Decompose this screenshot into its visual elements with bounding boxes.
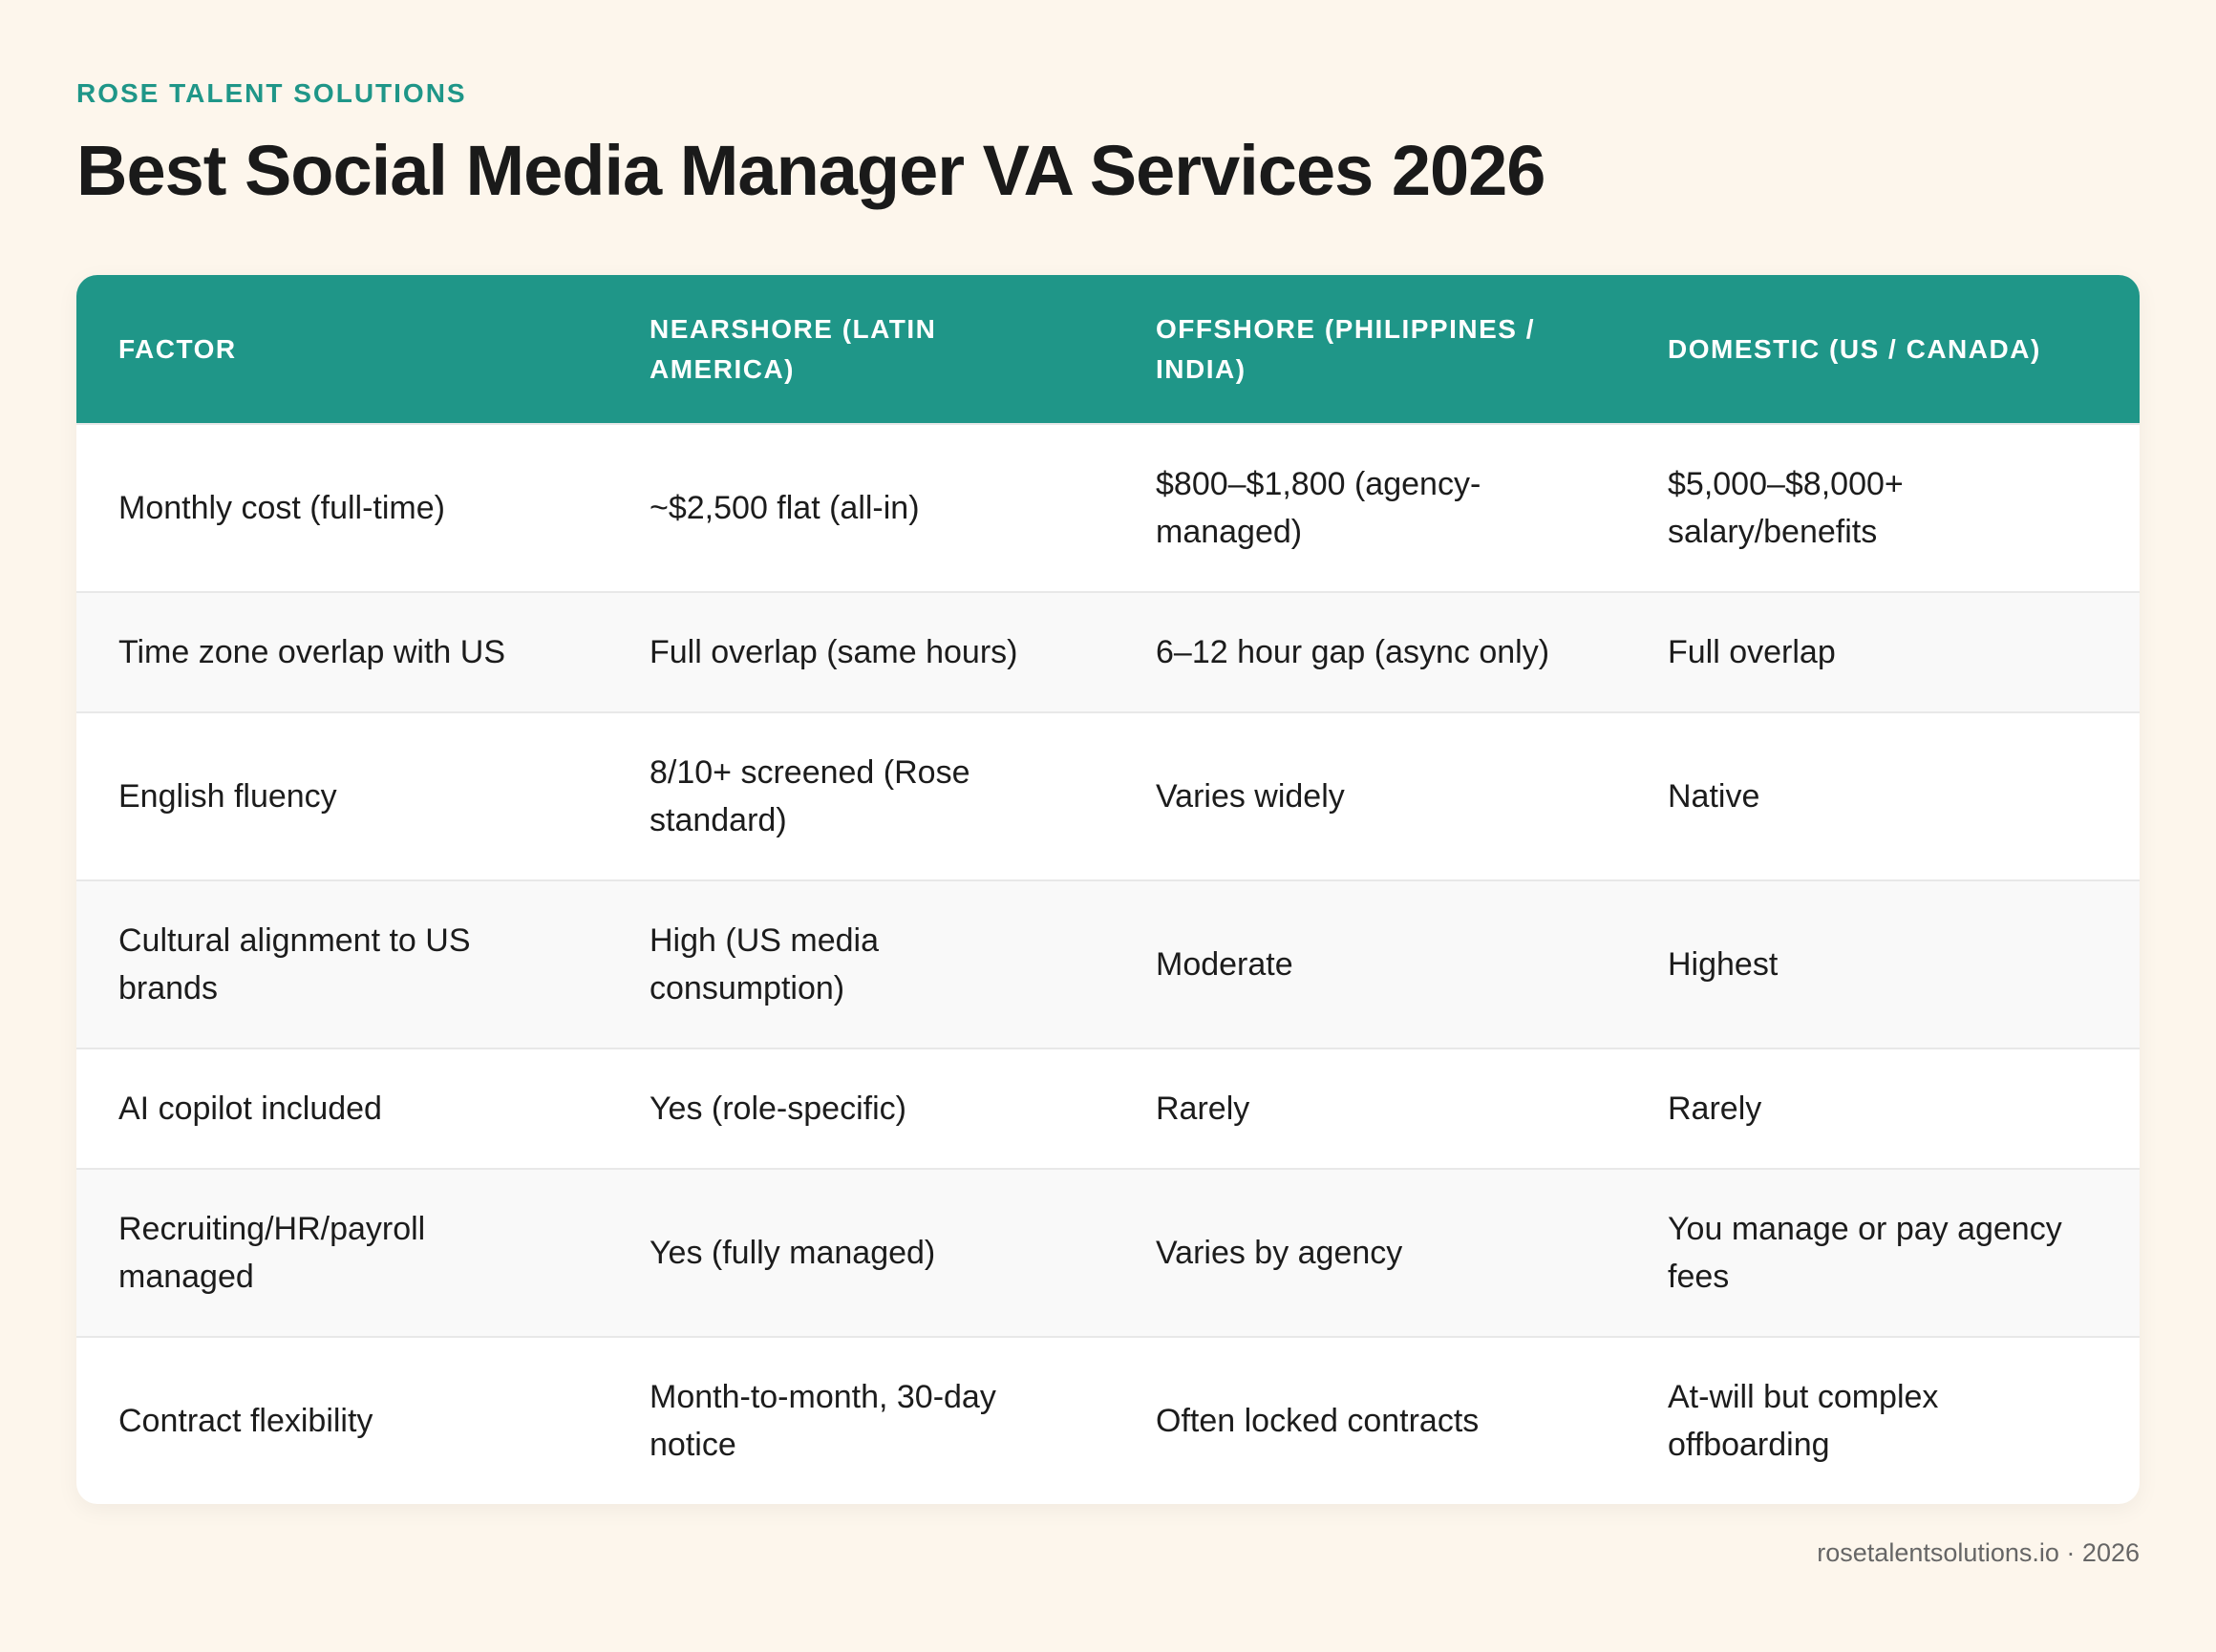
column-header: FACTOR [76,275,607,424]
table-row: AI copilot included Yes (role-specific) Ra… [76,1048,2140,1169]
factor-cell: Time zone overlap with US [76,591,607,712]
footer: rosetalentsolutions.io · 2026 [1817,1538,2140,1567]
table-row: Monthly cost (full-time) ~$2,500 flat (al… [76,423,2140,592]
table-cell: 8/10+ screened (Rose standard) [607,711,1114,880]
table-card: FACTOR NEARSHORE (LATIN AMERICA) OFFSHORE … [76,275,2140,1504]
table-cell: High (US media consumption) [607,879,1114,1048]
table-cell: $800–$1,800 (agency-managed) [1114,423,1626,592]
column-header: DOMESTIC (US / CANADA) [1626,275,2140,424]
table-cell: Yes (role-specific) [607,1048,1114,1169]
table-cell: ~$2,500 flat (all-in) [607,423,1114,592]
table-cell: $5,000–$8,000+ salary/benefits [1626,423,2140,592]
table-row: Contract flexibility Month-to-month, 30-d… [76,1336,2140,1504]
factor-cell: Cultural alignment to US brands [76,879,607,1048]
table-cell: Native [1626,711,2140,880]
table-body: Monthly cost (full-time) ~$2,500 flat (al… [76,423,2140,1504]
table-cell: You manage or pay agency fees [1626,1168,2140,1337]
page-title: Best Social Media Manager VA Services 20… [76,131,1545,210]
factor-cell: Contract flexibility [76,1336,607,1504]
table-head: FACTOR NEARSHORE (LATIN AMERICA) OFFSHORE … [76,275,2140,424]
table-row: English fluency 8/10+ screened (Rose stan… [76,711,2140,880]
table-row: Time zone overlap with US Full overlap (s… [76,591,2140,712]
table-cell: At-will but complex offboarding [1626,1336,2140,1504]
table-row: Recruiting/HR/payroll managed Yes (fully … [76,1168,2140,1337]
table-cell: Often locked contracts [1114,1336,1626,1504]
table-cell: Month-to-month, 30-day notice [607,1336,1114,1504]
factor-cell: English fluency [76,711,607,880]
table-cell: 6–12 hour gap (async only) [1114,591,1626,712]
table-cell: Full overlap [1626,591,2140,712]
factor-cell: Recruiting/HR/payroll managed [76,1168,607,1337]
table-cell: Full overlap (same hours) [607,591,1114,712]
header-row: FACTOR NEARSHORE (LATIN AMERICA) OFFSHORE … [76,275,2140,424]
table-cell: Rarely [1626,1048,2140,1169]
table-cell: Highest [1626,879,2140,1048]
table-cell: Moderate [1114,879,1626,1048]
column-header: NEARSHORE (LATIN AMERICA) [607,275,1114,424]
table-cell: Varies by agency [1114,1168,1626,1337]
column-header: OFFSHORE (PHILIPPINES / INDIA) [1114,275,1626,424]
table-cell: Yes (fully managed) [607,1168,1114,1337]
comparison-table: FACTOR NEARSHORE (LATIN AMERICA) OFFSHORE … [76,275,2140,1504]
brand: ROSE TALENT SOLUTIONS [76,78,467,108]
table-cell: Varies widely [1114,711,1626,880]
factor-cell: Monthly cost (full-time) [76,423,607,592]
factor-cell: AI copilot included [76,1048,607,1169]
table-cell: Rarely [1114,1048,1626,1169]
table-row: Cultural alignment to US brands High (US … [76,879,2140,1048]
